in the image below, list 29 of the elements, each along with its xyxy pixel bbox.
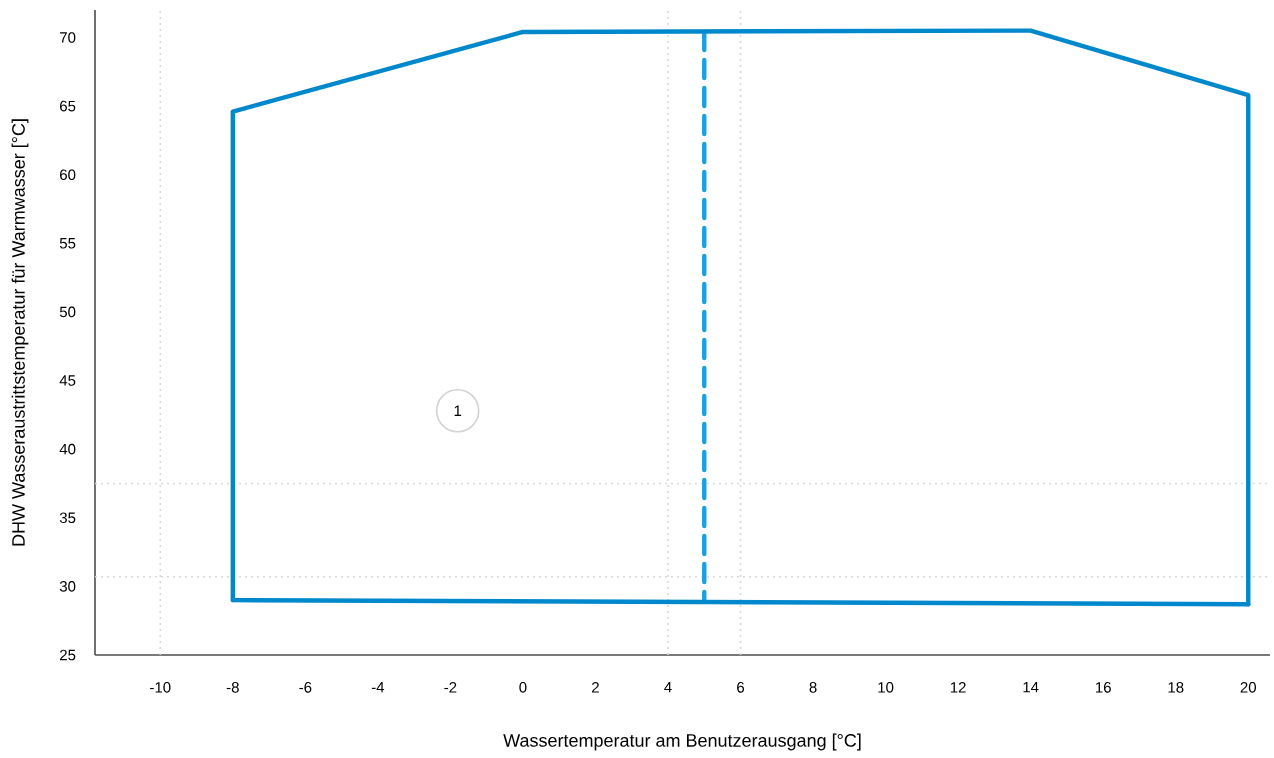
x-tick-label: -4: [371, 682, 385, 693]
x-tick-label: 2: [592, 682, 599, 693]
y-tick-label: 55: [59, 238, 76, 249]
y-tick-label: 65: [60, 100, 76, 112]
x-tick-label: 12: [950, 682, 966, 693]
x-axis-title: Wassertemperatur am Benutzerausgang [°C]: [503, 733, 861, 751]
y-tick-label: 40: [59, 443, 76, 455]
y-tick-label: 30: [59, 581, 76, 592]
y-tick-label: 50: [59, 306, 76, 318]
x-tick-label: 16: [1096, 682, 1111, 693]
x-tick-label: -10: [150, 682, 171, 693]
x-tick-label: 8: [809, 682, 817, 693]
x-tick-label: -8: [226, 682, 239, 693]
y-tick-label: 35: [59, 512, 76, 524]
x-tick-label: 18: [1168, 682, 1184, 693]
y-tick-label: 45: [59, 375, 76, 386]
x-tick-label: 10: [878, 682, 894, 693]
x-tick-label: -2: [444, 682, 457, 693]
x-tick-label: 0: [519, 682, 527, 693]
x-tick-label: 20: [1240, 682, 1256, 693]
y-tick-label: 60: [60, 169, 76, 180]
x-tick-label: 14: [1023, 682, 1039, 693]
x-tick-label: 4: [664, 682, 672, 693]
y-axis-title: DHW Wasseraustrittstemperatur für Warmwasser [°C]: [11, 119, 29, 546]
y-tick-label: 70: [60, 32, 76, 43]
x-tick-label: 6: [737, 682, 745, 693]
y-tick-label: 25: [60, 649, 76, 661]
x-tick-label: -6: [299, 682, 312, 693]
annotation: 1: [454, 405, 462, 416]
